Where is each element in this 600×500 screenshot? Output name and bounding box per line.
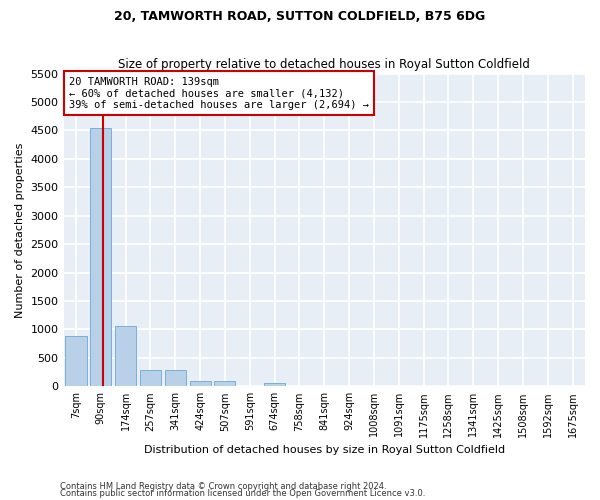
Title: Size of property relative to detached houses in Royal Sutton Coldfield: Size of property relative to detached ho… bbox=[118, 58, 530, 71]
Bar bbox=[165, 370, 186, 386]
Bar bbox=[190, 381, 211, 386]
Y-axis label: Number of detached properties: Number of detached properties bbox=[15, 142, 25, 318]
Bar bbox=[65, 336, 86, 386]
Bar bbox=[90, 128, 112, 386]
Text: 20, TAMWORTH ROAD, SUTTON COLDFIELD, B75 6DG: 20, TAMWORTH ROAD, SUTTON COLDFIELD, B75… bbox=[115, 10, 485, 23]
Bar bbox=[264, 383, 285, 386]
Text: 20 TAMWORTH ROAD: 139sqm
← 60% of detached houses are smaller (4,132)
39% of sem: 20 TAMWORTH ROAD: 139sqm ← 60% of detach… bbox=[69, 76, 369, 110]
X-axis label: Distribution of detached houses by size in Royal Sutton Coldfield: Distribution of detached houses by size … bbox=[144, 445, 505, 455]
Text: Contains HM Land Registry data © Crown copyright and database right 2024.: Contains HM Land Registry data © Crown c… bbox=[60, 482, 386, 491]
Text: Contains public sector information licensed under the Open Government Licence v3: Contains public sector information licen… bbox=[60, 489, 425, 498]
Bar bbox=[214, 381, 235, 386]
Bar bbox=[115, 326, 136, 386]
Bar bbox=[140, 370, 161, 386]
